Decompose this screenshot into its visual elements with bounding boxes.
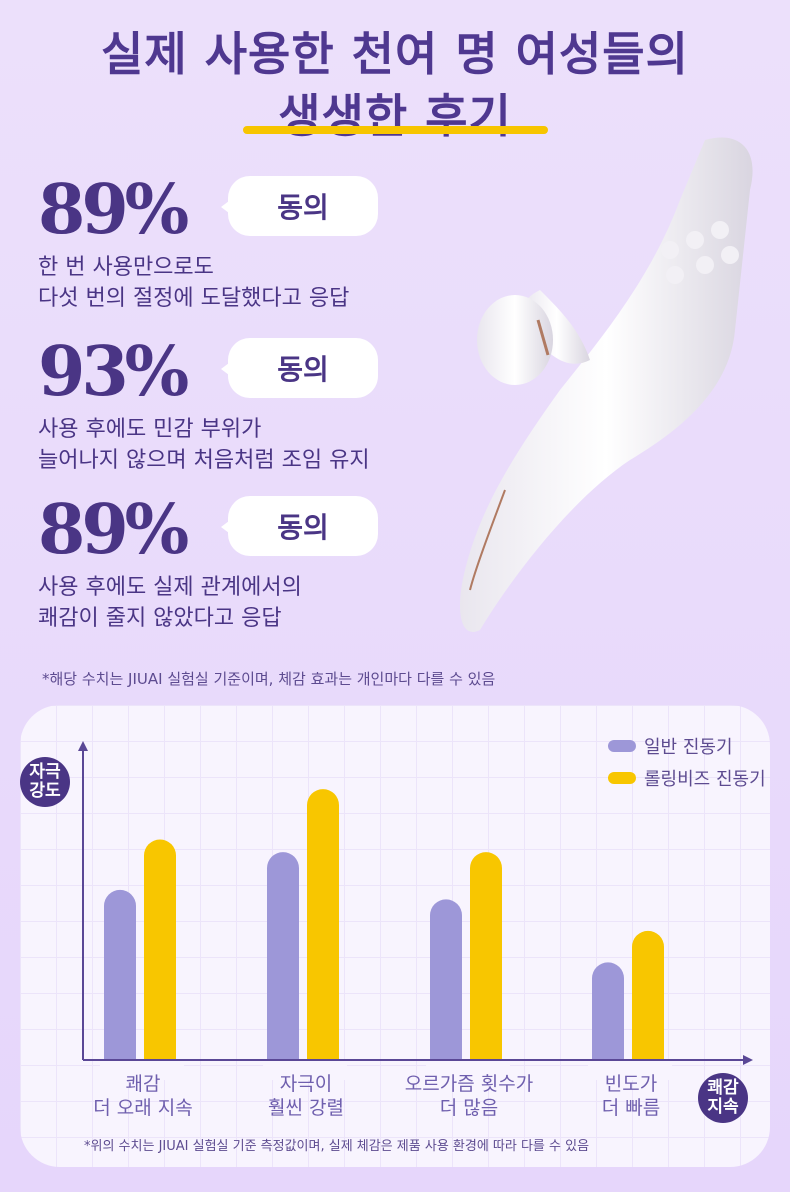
x-axis-label: 쾌감 지속 [698, 1073, 748, 1123]
headline-underline [243, 126, 548, 134]
stat-desc: 다섯 번의 절정에 도달했다고 응답 [38, 286, 350, 311]
product-image [460, 137, 753, 632]
bar-mask [100, 1060, 184, 1080]
bar-normal [430, 899, 462, 1076]
bar-mask [588, 1060, 672, 1080]
bar-normal [592, 962, 624, 1076]
headline-line2: 생생한 후기 [278, 89, 512, 143]
legend: 일반 진동기 롤링비즈 진동기 [608, 733, 766, 797]
disclaimer-chart: *위의 수치는 JIUAI 실험실 기준 측정값이며, 실제 체감은 제품 사용… [84, 1139, 590, 1154]
chart-card: 자극 강도 쾌감 지속 일반 진동기 롤링비즈 진동기 쾌감 더 오래 지속 자극이… [20, 705, 770, 1167]
legend-label: 일반 진동기 [644, 737, 733, 758]
bar-normal [104, 889, 136, 1076]
stat-desc: 사용 후에도 실제 관계에서의 [38, 575, 302, 600]
stat-desc: 쾌감이 줄지 않았다고 응답 [38, 606, 282, 631]
x-tick-label: 빈도가 더 빠름 [601, 1073, 661, 1119]
agree-badge: 동의 [221, 338, 378, 398]
bar-rolling [307, 789, 339, 1076]
x-tick-label: 쾌감 더 오래 지속 [93, 1073, 193, 1119]
bar-rolling [632, 930, 664, 1076]
y-axis-arrow [78, 741, 88, 751]
stat-percent: 89% [38, 490, 189, 570]
bar-rolling [470, 852, 502, 1076]
stat-desc: 한 번 사용만으로도 [38, 255, 214, 280]
legend-label: 롤링비즈 진동기 [644, 769, 766, 790]
x-tick-label: 자극이 훨씬 강렬 [268, 1073, 344, 1119]
disclaimer-top: *해당 수치는 JIUAI 실험실 기준이며, 체감 효과는 개인마다 다를 수… [42, 670, 496, 688]
legend-swatch [608, 772, 636, 784]
x-axis-arrow [743, 1055, 753, 1065]
bar-rolling [144, 839, 176, 1076]
stat-percent: 93% [38, 332, 189, 412]
headline-line1: 실제 사용한 천여 명 여성들의 [101, 27, 689, 81]
y-axis-label: 자극 강도 [20, 757, 70, 807]
agree-badge: 동의 [221, 176, 378, 236]
x-tick-label: 오르가즘 횟수가 더 많음 [404, 1073, 534, 1119]
bar-normal [267, 852, 299, 1076]
legend-item: 일반 진동기 [608, 733, 766, 759]
bar-mask [426, 1060, 510, 1080]
stat-desc: 사용 후에도 민감 부위가 [38, 417, 262, 442]
agree-badge: 동의 [221, 496, 378, 556]
legend-item: 롤링비즈 진동기 [608, 765, 766, 791]
stat-percent: 89% [38, 170, 189, 250]
stat-desc: 늘어나지 않으며 처음처럼 조임 유지 [38, 448, 370, 473]
bar-chart [78, 741, 753, 1080]
bar-mask [263, 1060, 347, 1080]
legend-swatch [608, 740, 636, 752]
